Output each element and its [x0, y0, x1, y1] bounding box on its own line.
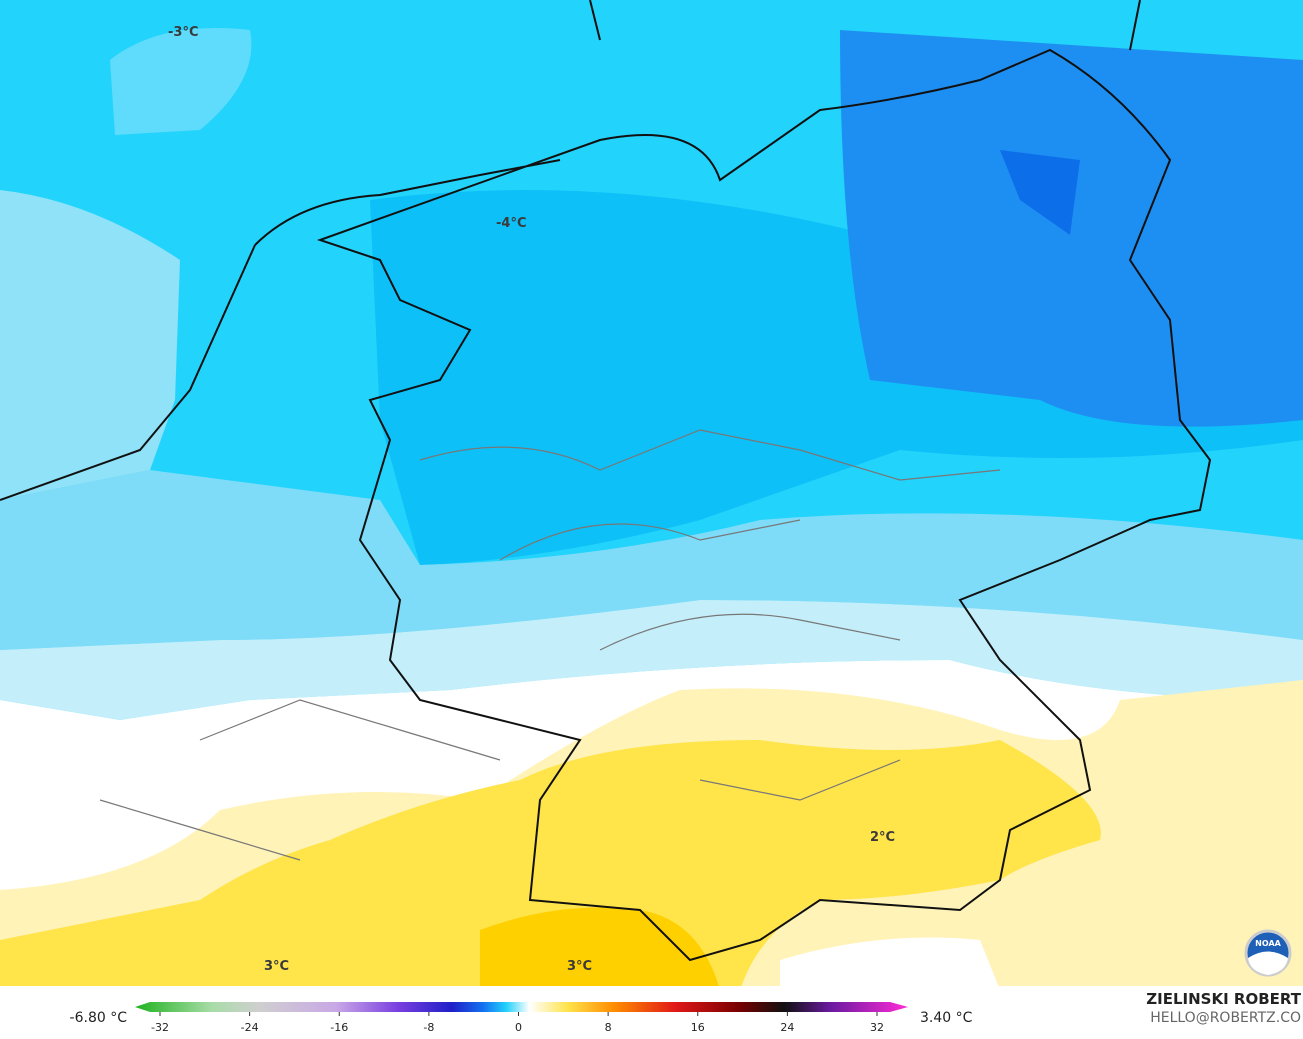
contour-label: 3°C [567, 959, 592, 974]
colorbar-tick-label: 32 [870, 1021, 884, 1034]
colorbar-tick-label: 0 [515, 1021, 522, 1034]
contour-label: -3°C [168, 25, 198, 40]
colorbar-tick-label: -32 [151, 1021, 169, 1034]
contour-label: -4°C [496, 216, 526, 231]
borders [0, 0, 1212, 962]
colorbar-tick-label: -8 [423, 1021, 434, 1034]
logo-text: NOAA [1255, 939, 1281, 948]
colorbar-tick-label: 24 [780, 1021, 794, 1034]
max-label: 3.40 °C [920, 1010, 973, 1026]
temperature-field [0, 0, 1303, 990]
credit-name: ZIELINSKI ROBERT [1146, 990, 1301, 1008]
contour-label: 3°C [264, 959, 289, 974]
contour-labels: -3°C -4°C 2°C 3°C 3°C [168, 25, 895, 974]
colorbar-tick-label: 8 [605, 1021, 612, 1034]
credit-contact: HELLO@ROBERTZ.CO [1150, 1010, 1301, 1026]
regions [99, 429, 1001, 861]
colorbar-tick-label: -24 [241, 1021, 259, 1034]
colorbar-tick-label: 16 [691, 1021, 705, 1034]
min-label: -6.80 °C [70, 1010, 128, 1026]
noaa-logo: NOAA [1244, 929, 1292, 977]
colorbar: -6.80 °C 3.40 °C -32 -24 -16 -8 0 8 16 24 32 [70, 1002, 973, 1034]
colorbar-tick-label: -16 [330, 1021, 348, 1034]
contour-label: 2°C [870, 830, 895, 845]
